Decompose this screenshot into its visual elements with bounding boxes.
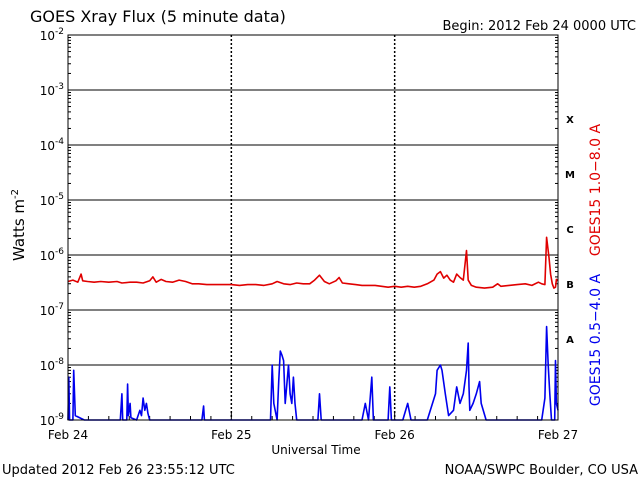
x-ticks: Feb 24 Feb 25 Feb 26 Feb 27 bbox=[48, 412, 578, 442]
svg-text:Watts m-2: Watts m-2 bbox=[10, 189, 28, 261]
y-axis-label-text: Watts m bbox=[10, 199, 28, 261]
source-credit: NOAA/SWPC Boulder, CO USA bbox=[445, 463, 638, 478]
chart-title: GOES Xray Flux (5 minute data) bbox=[30, 7, 286, 26]
legend-entry: GOES15 1.0−8.0 A bbox=[588, 124, 604, 257]
flare-class-label: C bbox=[566, 225, 573, 236]
grid-lines bbox=[68, 35, 558, 420]
x-tick-label: Feb 24 bbox=[48, 428, 88, 442]
y-axis-label-exponent: -2 bbox=[10, 189, 21, 199]
y-tick-label: 10-7 bbox=[40, 302, 64, 318]
flare-class-label: M bbox=[565, 170, 575, 181]
y-tick-label: 10-5 bbox=[40, 192, 64, 208]
x-tick-label: Feb 27 bbox=[538, 428, 578, 442]
flare-class-label: A bbox=[566, 335, 574, 346]
updated-timestamp: Updated 2012 Feb 26 23:55:12 UTC bbox=[2, 463, 235, 478]
y-tick-label: 10-4 bbox=[40, 137, 65, 153]
begin-time: Begin: 2012 Feb 24 0000 UTC bbox=[442, 19, 636, 34]
y-tick-label: 10-6 bbox=[40, 247, 65, 263]
legend-entry: GOES15 0.5−4.0 A bbox=[588, 274, 604, 407]
y-tick-label: 10-2 bbox=[40, 27, 64, 43]
x-axis-label: Universal Time bbox=[271, 443, 360, 457]
y-tick-label: 10-3 bbox=[40, 82, 64, 98]
y-ticks: 10-2 10-3 10-4 10-5 10-6 10-7 10-8 10-9 bbox=[40, 27, 558, 428]
series-long-wave-line bbox=[67, 236, 559, 289]
flare-class-labels: X M C B A bbox=[565, 115, 575, 346]
x-tick-label: Feb 25 bbox=[211, 428, 251, 442]
flare-class-label: X bbox=[566, 115, 574, 126]
x-tick-label: Feb 26 bbox=[374, 428, 414, 442]
y-tick-label: 10-9 bbox=[40, 412, 65, 428]
flare-class-label: B bbox=[566, 280, 574, 291]
legend: GOES15 1.0−8.0 A GOES15 0.5−4.0 A bbox=[588, 124, 604, 407]
series-lines bbox=[67, 236, 559, 421]
plot-frame bbox=[67, 34, 559, 421]
y-tick-label: 10-8 bbox=[40, 357, 65, 373]
y-axis-label: Watts m-2 bbox=[10, 189, 28, 261]
series-short-wave-line bbox=[67, 325, 559, 421]
